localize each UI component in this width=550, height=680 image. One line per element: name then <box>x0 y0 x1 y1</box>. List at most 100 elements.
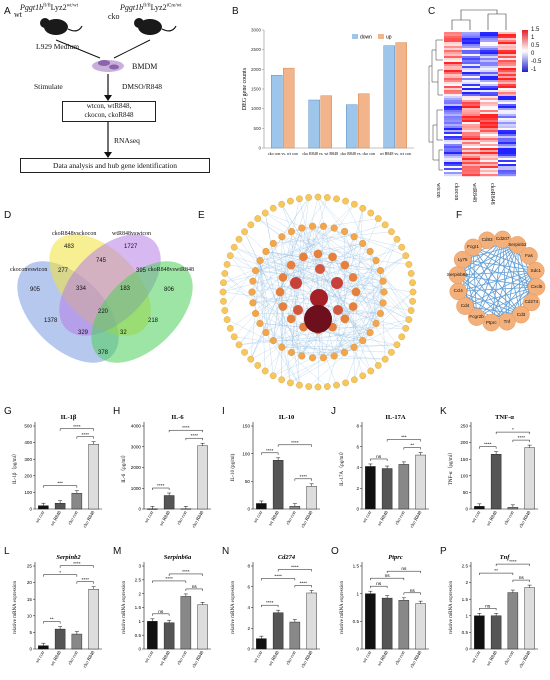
significance-bracket <box>152 580 187 583</box>
network-node <box>305 194 313 201</box>
network-node <box>314 193 322 201</box>
heatmap-cell <box>444 76 462 79</box>
heatmap-cell <box>498 120 516 123</box>
wt-label: wt <box>14 10 22 19</box>
significance-label: ns <box>376 582 382 587</box>
panel-label-k: K <box>440 406 447 417</box>
network-node <box>388 348 395 356</box>
y-tick-label: 0.5 <box>135 633 142 638</box>
network-node <box>379 277 387 285</box>
heatmap-cell <box>498 84 516 87</box>
network-edge <box>265 251 291 383</box>
heatmap-cell <box>498 62 516 65</box>
hub-gene-label: Ccl4 <box>453 288 463 294</box>
y-tick-label: 0.5 <box>462 630 469 635</box>
heatmap-cell <box>462 60 480 63</box>
significance-bracket <box>43 574 78 577</box>
significance-label: * <box>59 570 61 576</box>
network-edge <box>344 318 392 353</box>
heatmap-cell <box>480 56 498 59</box>
network-edge <box>362 340 379 366</box>
network-edge <box>369 302 384 333</box>
heatmap-cell <box>498 164 516 167</box>
heatmap-cell <box>498 108 516 111</box>
bar <box>415 454 426 510</box>
heatmap-cell <box>462 138 480 141</box>
y-tick-label: 0 <box>247 647 250 652</box>
network-node <box>262 328 270 337</box>
network-edge <box>281 319 409 348</box>
network-node <box>367 367 375 375</box>
bar <box>289 506 301 510</box>
network-edge <box>252 302 267 333</box>
heatmap-cell <box>480 152 498 155</box>
significance-label: **** <box>73 561 81 567</box>
heatmap-cells <box>444 32 516 177</box>
significance-bracket <box>261 604 279 608</box>
network-edge <box>344 302 384 353</box>
network-node <box>286 260 296 270</box>
y-tick-label: 150 <box>460 457 468 462</box>
heatmap-cell <box>462 56 480 59</box>
hub-gene-label: Ly75 <box>457 256 468 262</box>
heatmap-cell <box>444 134 462 137</box>
heatmap-cell <box>480 124 498 127</box>
heatmap-cell <box>444 142 462 145</box>
heatmap-cell <box>480 76 498 79</box>
network-node <box>402 252 410 259</box>
network-node <box>278 200 285 208</box>
significance-bracket <box>386 439 421 442</box>
heatmap-cell <box>462 112 480 115</box>
panel-label-e: E <box>198 210 205 221</box>
heatmap-cell <box>462 108 480 111</box>
heatmap-cell <box>462 40 480 43</box>
network-node <box>230 243 238 251</box>
y-tick-label: 1000 <box>131 486 142 491</box>
network-node <box>278 343 286 351</box>
panel-label-d: D <box>4 210 12 221</box>
network-edge <box>255 243 363 271</box>
heatmap-cell <box>498 174 516 177</box>
network-edge <box>312 226 409 320</box>
heatmap-cell <box>444 52 462 55</box>
heatmap-cell <box>462 172 480 175</box>
network-edge <box>291 226 313 319</box>
network-edge <box>251 227 335 293</box>
chart-title: IL-6 <box>171 414 184 421</box>
y-tick-label: 6 <box>247 584 250 589</box>
significance-bracket <box>76 436 94 439</box>
heatmap-cell <box>462 100 480 103</box>
heatmap-cell <box>480 128 498 131</box>
panel-label-c: C <box>428 6 436 17</box>
heatmap-cell <box>498 34 516 37</box>
network-node <box>256 319 264 327</box>
network-node <box>407 270 415 277</box>
heatmap-cell <box>498 154 516 157</box>
heatmap-cell <box>480 110 498 113</box>
heatmap-cell <box>462 124 480 127</box>
heatmap-cell <box>462 130 480 133</box>
heatmap-cell <box>480 86 498 89</box>
panel-label-j: J <box>331 406 336 417</box>
wt-mouse-icon <box>40 18 83 35</box>
network-node <box>226 252 234 259</box>
venn-count: 745 <box>96 258 107 264</box>
significance-bracket <box>403 592 421 595</box>
heatmap-cell <box>444 128 462 131</box>
heatmap-cell <box>480 106 498 109</box>
heatmap-cell <box>444 172 462 175</box>
bar <box>289 621 301 650</box>
heatmap-cell <box>498 172 516 175</box>
bar <box>88 444 99 510</box>
network-node <box>313 249 323 259</box>
network-node <box>254 362 262 369</box>
heatmap-cell <box>480 92 498 95</box>
heatmap-cell <box>444 110 462 113</box>
heatmap-cell <box>462 156 480 159</box>
y-tick-label: 15 <box>27 597 33 602</box>
network-node <box>372 319 380 327</box>
network-edge <box>301 236 355 357</box>
network-node <box>350 233 358 241</box>
network-edge <box>332 256 398 345</box>
x-tick-label: wt con <box>35 510 46 524</box>
